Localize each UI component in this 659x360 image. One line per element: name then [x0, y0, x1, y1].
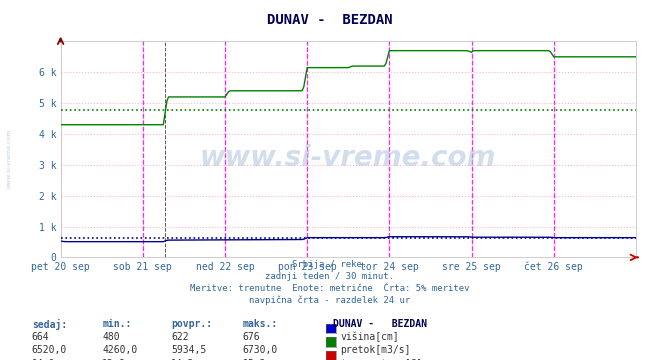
Text: pretok[m3/s]: pretok[m3/s] [340, 345, 411, 355]
Text: Meritve: trenutne  Enote: metrične  Črta: 5% meritev: Meritve: trenutne Enote: metrične Črta: … [190, 284, 469, 293]
Text: navpična črta - razdelek 24 ur: navpična črta - razdelek 24 ur [249, 296, 410, 305]
Text: 5934,5: 5934,5 [171, 345, 206, 355]
Text: 13,6: 13,6 [102, 359, 126, 360]
Text: 622: 622 [171, 332, 189, 342]
Text: višina[cm]: višina[cm] [340, 332, 399, 342]
Text: 480: 480 [102, 332, 120, 342]
Text: 676: 676 [243, 332, 260, 342]
Text: www.si-vreme.com: www.si-vreme.com [7, 129, 12, 188]
Text: zadnji teden / 30 minut.: zadnji teden / 30 minut. [265, 272, 394, 281]
Text: temperatura[C]: temperatura[C] [340, 359, 422, 360]
Text: 14,2: 14,2 [171, 359, 195, 360]
Text: DUNAV -   BEZDAN: DUNAV - BEZDAN [333, 319, 427, 329]
Text: maks.:: maks.: [243, 319, 277, 329]
Text: povpr.:: povpr.: [171, 319, 212, 329]
Text: 14,9: 14,9 [32, 359, 55, 360]
Text: 15,3: 15,3 [243, 359, 266, 360]
Text: 6520,0: 6520,0 [32, 345, 67, 355]
Text: www.si-vreme.com: www.si-vreme.com [200, 144, 496, 172]
Text: 4260,0: 4260,0 [102, 345, 137, 355]
Text: sedaj:: sedaj: [32, 319, 67, 330]
Text: 664: 664 [32, 332, 49, 342]
Text: DUNAV -  BEZDAN: DUNAV - BEZDAN [267, 13, 392, 27]
Text: min.:: min.: [102, 319, 132, 329]
Text: 6730,0: 6730,0 [243, 345, 277, 355]
Text: Srbija / reke.: Srbija / reke. [292, 260, 367, 269]
